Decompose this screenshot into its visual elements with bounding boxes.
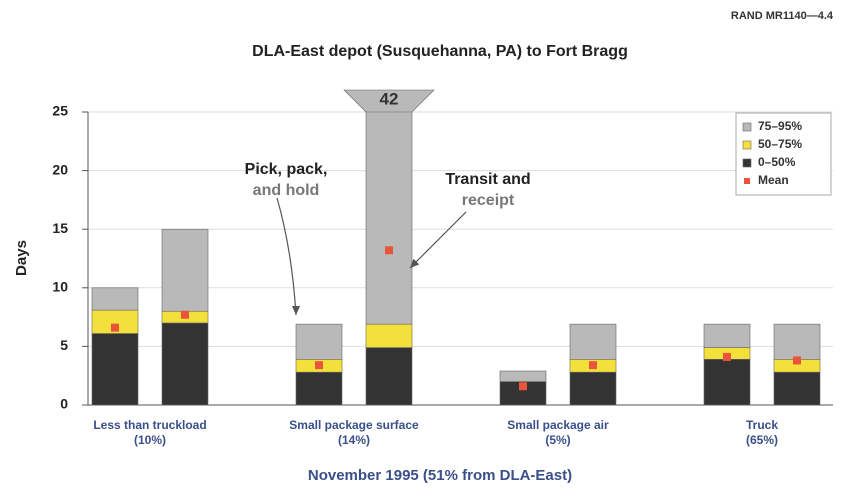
bar-segment bbox=[773, 323, 821, 360]
bar-segment bbox=[703, 358, 751, 406]
x-tick-label: Small package surface bbox=[289, 418, 419, 432]
x-tick-label: Truck bbox=[746, 418, 778, 432]
annotation: and hold bbox=[253, 182, 320, 199]
y-tick-label: 15 bbox=[52, 220, 68, 236]
annotation: Transit and bbox=[445, 171, 530, 188]
bars bbox=[91, 112, 821, 406]
legend-label: 75–95% bbox=[758, 119, 802, 133]
arrow-head bbox=[410, 258, 420, 268]
bar-segment bbox=[703, 323, 751, 348]
legend-label: 50–75% bbox=[758, 137, 802, 151]
bar-segment bbox=[365, 347, 413, 406]
y-tick-label: 5 bbox=[60, 337, 68, 353]
legend-label: Mean bbox=[758, 173, 789, 187]
mean-marker bbox=[181, 310, 189, 319]
bar-segment bbox=[161, 228, 209, 312]
annotation-arrow bbox=[276, 197, 297, 316]
mean-marker bbox=[385, 246, 393, 255]
mean-marker bbox=[793, 356, 801, 365]
bar-segment bbox=[569, 371, 617, 406]
x-tick-label: (14%) bbox=[338, 433, 370, 447]
bar-segment bbox=[91, 287, 139, 311]
source-label: RAND MR1140—4.4 bbox=[731, 10, 834, 22]
mean-marker bbox=[519, 382, 527, 391]
bar-segment bbox=[161, 322, 209, 406]
legend-box bbox=[735, 112, 832, 196]
bar-segment bbox=[569, 323, 617, 360]
mean-marker bbox=[111, 323, 119, 332]
legend-swatch bbox=[744, 178, 750, 184]
mean-marker bbox=[723, 352, 731, 361]
overlay: 0 5 10 15 20 25 42 Less than truckload(10%) Smal… bbox=[52, 89, 832, 447]
overflow-arrow bbox=[343, 89, 435, 113]
bar-segment bbox=[295, 323, 343, 360]
y-tick-label: 25 bbox=[52, 103, 68, 119]
bar-segment bbox=[773, 371, 821, 406]
x-tick-label: (10%) bbox=[134, 433, 166, 447]
x-tick-label: (65%) bbox=[746, 433, 778, 447]
bar-segment bbox=[91, 333, 139, 406]
y-tick-label: 10 bbox=[52, 279, 68, 295]
bar-segment bbox=[365, 112, 413, 325]
mean-marker bbox=[315, 361, 323, 370]
legend-swatch bbox=[742, 140, 752, 150]
bar-segment bbox=[499, 370, 547, 382]
y-tick-label: 0 bbox=[60, 396, 68, 412]
legend-label: 0–50% bbox=[758, 155, 796, 169]
arrow-head bbox=[292, 306, 300, 315]
x-axis-label: November 1995 (51% from DLA-East) bbox=[308, 467, 572, 484]
annotation: Pick, pack, bbox=[245, 161, 328, 178]
legend-swatch bbox=[742, 122, 752, 132]
y-tick-label: 20 bbox=[52, 161, 68, 177]
annotation-arrow bbox=[409, 211, 467, 269]
bar-segment bbox=[365, 323, 413, 348]
bar-segment bbox=[295, 371, 343, 406]
legend-swatch bbox=[742, 158, 752, 168]
x-tick-label: Small package air bbox=[507, 418, 609, 432]
mean-marker bbox=[589, 361, 597, 370]
annotation: receipt bbox=[462, 192, 515, 209]
x-tick-label: (5%) bbox=[545, 433, 570, 447]
y-axis-label: Days bbox=[13, 240, 30, 276]
overflow-label: 42 bbox=[380, 89, 399, 108]
x-tick-label: Less than truckload bbox=[93, 418, 206, 432]
chart-title: DLA-East depot (Susquehanna, PA) to Fort… bbox=[252, 43, 628, 60]
